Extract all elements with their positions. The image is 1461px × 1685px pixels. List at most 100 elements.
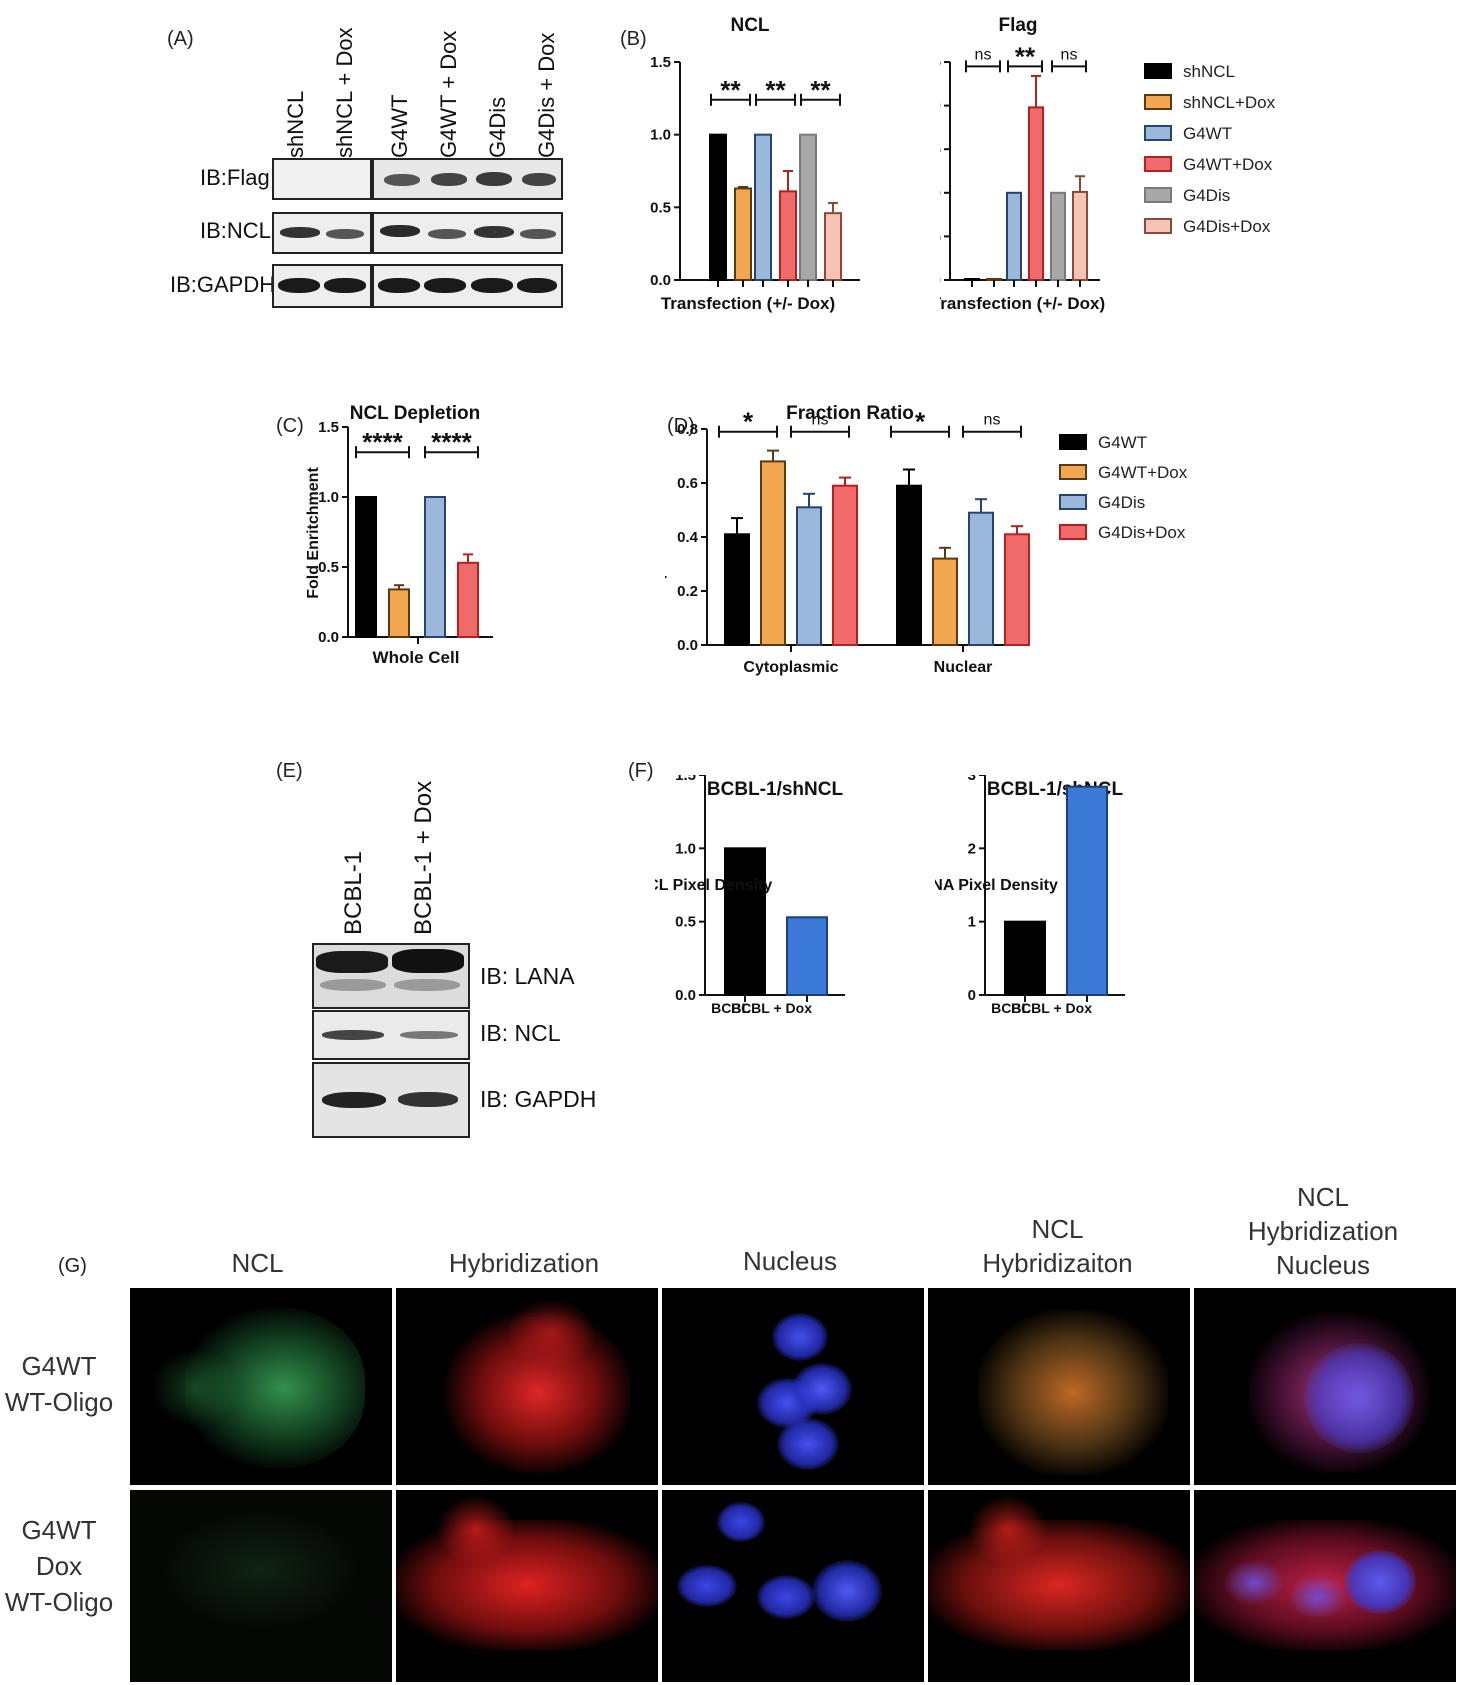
legend-label: G4WT (1098, 433, 1147, 452)
blot-a-row-label: IB:GAPDH (170, 272, 276, 297)
bar (424, 496, 446, 638)
blot-e-lane-label: BCBL-1 + Dox (410, 780, 437, 935)
x-group-label: Nuclear (934, 659, 993, 676)
legend-swatch (1144, 156, 1172, 172)
y-tick-label: 0.0 (675, 987, 696, 1004)
y-tick-label: 0.0 (650, 272, 671, 289)
y-tick-label: 0.5 (940, 228, 941, 245)
y-tick-label: 1.0 (318, 489, 339, 506)
y-tick-label: 0.2 (677, 583, 698, 600)
blot-a-row-label: IB:Flag (200, 165, 270, 190)
micro-column-header: Nucleus (743, 1246, 837, 1276)
legend-label: G4Dis+Dox (1183, 217, 1271, 236)
panel-label-d: (D) (667, 415, 695, 437)
x-tick-label: BCBL + Dox (1011, 1000, 1092, 1016)
panel-label-a: (A) (167, 28, 194, 50)
significance-label: ns (975, 46, 992, 63)
blot-a-lane-label: G4WT + Dox (436, 30, 461, 158)
y-tick-label: 0.4 (677, 529, 699, 546)
chart-title: BCBL-1/shNCL (707, 779, 844, 800)
legend-label: G4Dis (1183, 186, 1230, 205)
legend-swatch (1059, 494, 1087, 510)
chart-fraction-ratio: 0.0 0.2 0.4 0.6 0.8 Fraction Ratio Proportion C… (665, 405, 1188, 676)
panel-label-g: (G) (58, 1255, 87, 1277)
bar (779, 190, 797, 281)
y-tick-label: 0.6 (677, 475, 698, 492)
micro-image-hybridization-row1 (396, 1288, 658, 1485)
blot-a-flag-right (372, 158, 563, 200)
blot-a-row-label: IB:NCL (200, 218, 271, 243)
y-tick-label: 1.0 (675, 840, 696, 857)
significance-label: **** (362, 427, 403, 457)
bar (1066, 785, 1108, 996)
micro-image-merge-all-row1 (1194, 1288, 1456, 1485)
y-tick-label: 0.0 (940, 272, 941, 289)
chart-title: NCL Depletion (350, 405, 481, 424)
bar (709, 133, 727, 281)
bar (824, 212, 842, 281)
panel-label-f: (F) (628, 760, 654, 782)
y-axis-label: Relative LANA Pixel Density (935, 877, 1058, 894)
significance-label: ** (765, 75, 786, 105)
blot-e-row-label: IB: LANA (480, 963, 575, 989)
bar (964, 278, 980, 281)
bar (754, 133, 772, 281)
chart-ncl-depletion: 0.0 0.5 1.0 1.5 NCL Depletion Fold Enritchmen… (305, 405, 493, 667)
chart-title: NCL (730, 15, 769, 36)
y-axis-label: Proportion (665, 524, 667, 606)
blot-a-flag-left (272, 158, 372, 200)
legend-swatch (1059, 524, 1087, 540)
bar (796, 506, 822, 646)
micro-image-nucleus-row1 (662, 1288, 924, 1485)
micro-column-header: Hybridization (448, 1248, 600, 1278)
significance-label: ns (812, 412, 829, 429)
micro-row-label: G4WT WT-Oligo (4, 1351, 114, 1417)
micro-image-nucleus-row2 (662, 1490, 924, 1682)
bar (724, 847, 766, 997)
blot-a-lane-label: G4WT (387, 94, 412, 158)
micro-image-hybridization-row2 (396, 1490, 658, 1682)
y-tick-label: 0.0 (677, 637, 698, 654)
legend-label: G4Dis (1098, 493, 1145, 512)
legend-swatch (1144, 218, 1172, 234)
y-tick-label: 1.5 (650, 54, 671, 71)
micro-image-merge-all-row2 (1194, 1490, 1456, 1682)
y-tick-label: 2 (968, 840, 976, 857)
bar (786, 916, 828, 996)
bar (1050, 191, 1066, 281)
y-tick-label: 0 (968, 987, 976, 1004)
bar (355, 496, 377, 638)
y-tick-label: 1 (968, 914, 976, 931)
micro-row-label: G4WT Dox WT-Oligo (4, 1515, 114, 1617)
panel-label-b: (B) (620, 28, 647, 50)
y-tick-label: 2.0 (940, 98, 941, 115)
y-axis-label: Relative NCL Pixel Density (655, 877, 772, 894)
micro-column-header: NCL (231, 1248, 284, 1278)
significance-label: * (743, 407, 754, 437)
y-tick-label: 0.5 (675, 914, 696, 931)
blot-a-lane-label: G4Dis + Dox (534, 32, 559, 158)
bar (896, 484, 922, 646)
significance-label: ns (1061, 46, 1078, 63)
bar (734, 187, 752, 281)
blot-e-gapdh (312, 1062, 470, 1138)
bar (1072, 190, 1088, 281)
significance-label: ** (720, 75, 741, 105)
blot-e-ncl (312, 1010, 470, 1060)
micro-column-header: NCL Hybridizaiton (982, 1214, 1133, 1278)
y-tick-label: 1.5 (675, 775, 696, 784)
bar (457, 561, 479, 638)
blot-a-ncl-left (272, 212, 372, 254)
bar (1004, 920, 1046, 997)
legend-label: G4WT+Dox (1098, 463, 1188, 482)
legend-swatch (1144, 125, 1172, 141)
y-tick-label: 2.5 (940, 54, 941, 71)
blot-a-ncl-right (372, 212, 563, 254)
bar (760, 460, 786, 647)
chart-ncl: 0.00.51.01.5NCLRelative NCL Pixel Densit… (650, 15, 860, 313)
x-tick-label: BCBL (991, 1000, 1030, 1016)
